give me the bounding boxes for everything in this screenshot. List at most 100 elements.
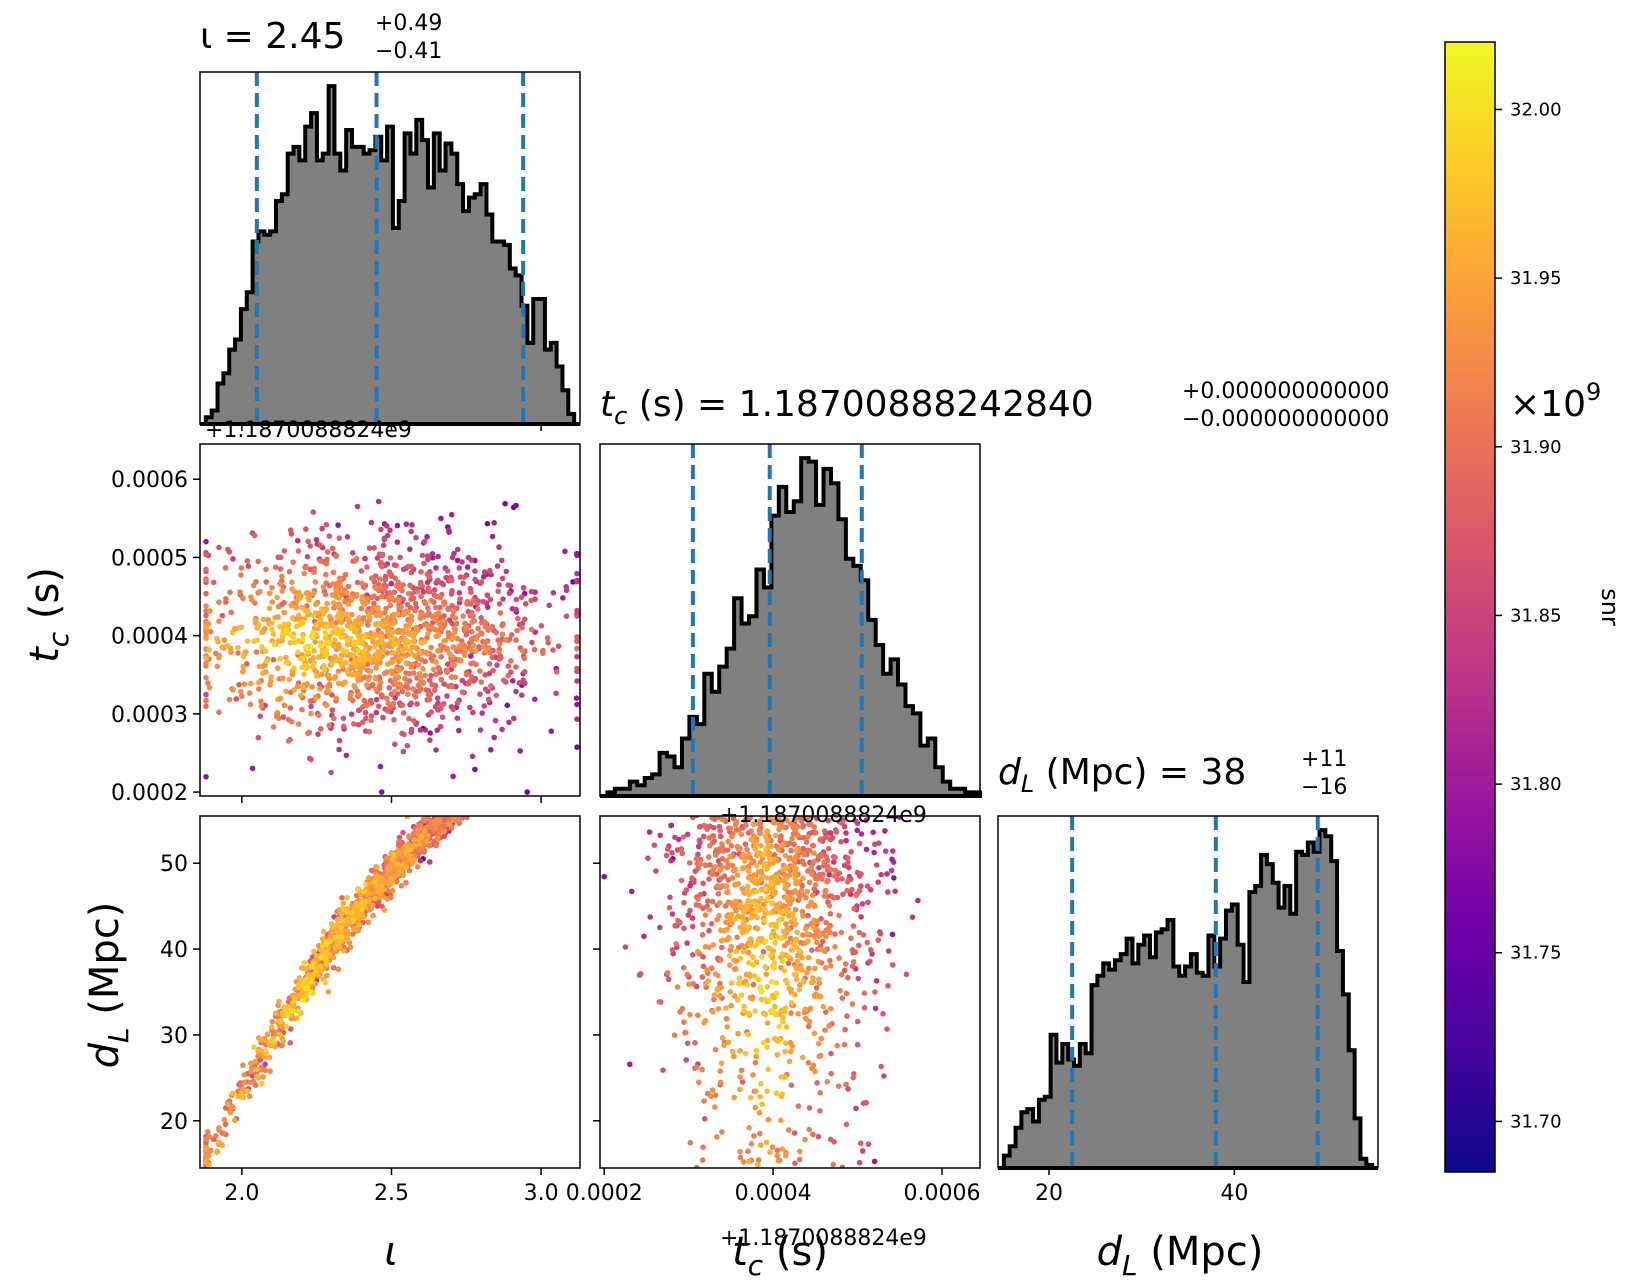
scatter-point: [468, 798, 474, 804]
scatter-point: [424, 571, 431, 577]
scatter-point: [549, 738, 555, 744]
scatter-point: [778, 910, 784, 916]
title-tc-suffix-group: ×109: [1510, 378, 1601, 425]
scatter-point: [404, 629, 410, 635]
panel-tc-tc: [599, 443, 982, 798]
scatter-point: [410, 638, 417, 644]
scatter-point: [444, 568, 451, 574]
scatter-point: [416, 671, 423, 677]
scatter-point: [495, 588, 502, 595]
scatter-point: [505, 771, 511, 777]
scatter-point: [378, 884, 385, 890]
scatter-point: [336, 535, 343, 541]
scatter-point: [475, 625, 481, 632]
scatter-point: [453, 683, 459, 690]
scatter-point: [441, 601, 448, 607]
scatter-point: [553, 747, 559, 753]
scatter-point: [574, 578, 580, 585]
scatter-point: [687, 907, 693, 914]
scatter-point: [263, 1050, 270, 1057]
scatter-point: [471, 678, 477, 684]
scatter-point: [738, 992, 745, 998]
scatter-point: [400, 748, 407, 755]
scatter-point: [700, 954, 706, 960]
colorbar-tick-label: 31.95: [1510, 268, 1562, 289]
scatter-point: [727, 914, 734, 920]
scatter-point: [485, 783, 491, 789]
scatter-point: [468, 611, 475, 618]
scatter-point: [468, 589, 474, 596]
scatter-point: [398, 604, 404, 610]
scatter-point: [473, 636, 480, 642]
scatter-point: [257, 713, 264, 719]
scatter-point: [708, 1093, 714, 1100]
scatter-point: [870, 829, 876, 836]
scatter-point: [288, 1015, 295, 1022]
scatter-point: [381, 586, 388, 593]
scatter-point: [714, 987, 720, 993]
scatter-point: [719, 1035, 726, 1041]
scatter-point: [764, 828, 770, 834]
scatter-point: [412, 600, 419, 607]
scatter-point: [419, 833, 425, 840]
scatter-point: [858, 914, 864, 920]
scatter-point: [746, 1125, 752, 1131]
scatter-point: [466, 800, 472, 806]
scatter-point: [377, 576, 383, 582]
scatter-point: [843, 830, 849, 836]
scatter-point: [438, 809, 444, 815]
scatter-point: [302, 564, 309, 571]
scatter-point: [747, 973, 753, 979]
scatter-point: [761, 918, 767, 924]
scatter-point: [485, 777, 491, 783]
scatter-point: [451, 804, 457, 810]
scatter-point: [738, 831, 745, 838]
xtick-label: 3.0: [524, 1181, 559, 1206]
scatter-point: [854, 827, 860, 834]
scatter-point: [496, 762, 502, 768]
scatter-point: [472, 776, 478, 782]
scatter-point: [488, 769, 494, 775]
scatter-point: [737, 902, 743, 909]
scatter-point: [555, 643, 562, 649]
scatter-point: [380, 542, 387, 549]
scatter-point: [827, 957, 833, 964]
scatter-point: [792, 906, 799, 913]
scatter-point: [356, 707, 363, 713]
scatter-point: [698, 799, 704, 805]
scatter-point: [889, 931, 896, 938]
scatter-point: [449, 803, 455, 809]
scatter-point: [379, 552, 386, 559]
scatter-point: [779, 1091, 785, 1097]
scatter-point: [457, 796, 463, 802]
scatter-point: [796, 982, 803, 988]
scatter-point: [462, 789, 468, 795]
scatter-point: [348, 711, 355, 717]
scatter-point: [315, 731, 321, 737]
scatter-point: [310, 590, 317, 597]
scatter-point: [470, 660, 477, 666]
scatter-point: [528, 626, 535, 633]
scatter-point: [482, 785, 488, 791]
scatter-point: [705, 898, 711, 904]
scatter-point: [700, 880, 706, 887]
scatter-point: [203, 612, 209, 619]
scatter-point: [574, 665, 580, 672]
scatter-point: [500, 785, 506, 791]
scatter-point: [767, 856, 774, 863]
scatter-point: [336, 737, 343, 744]
scatter-point: [822, 1027, 828, 1033]
scatter-point: [240, 663, 247, 670]
scatter-point: [474, 600, 481, 607]
scatter-point: [259, 629, 265, 636]
scatter-point: [381, 907, 388, 913]
scatter-point: [372, 643, 378, 650]
scatter-point: [560, 595, 566, 601]
scatter-point: [473, 648, 479, 654]
scatter-point: [446, 527, 452, 534]
scatter-point: [663, 852, 670, 859]
scatter-point: [471, 787, 477, 793]
scatter-point: [270, 656, 277, 663]
scatter-point: [344, 616, 351, 622]
scatter-point: [371, 633, 378, 640]
